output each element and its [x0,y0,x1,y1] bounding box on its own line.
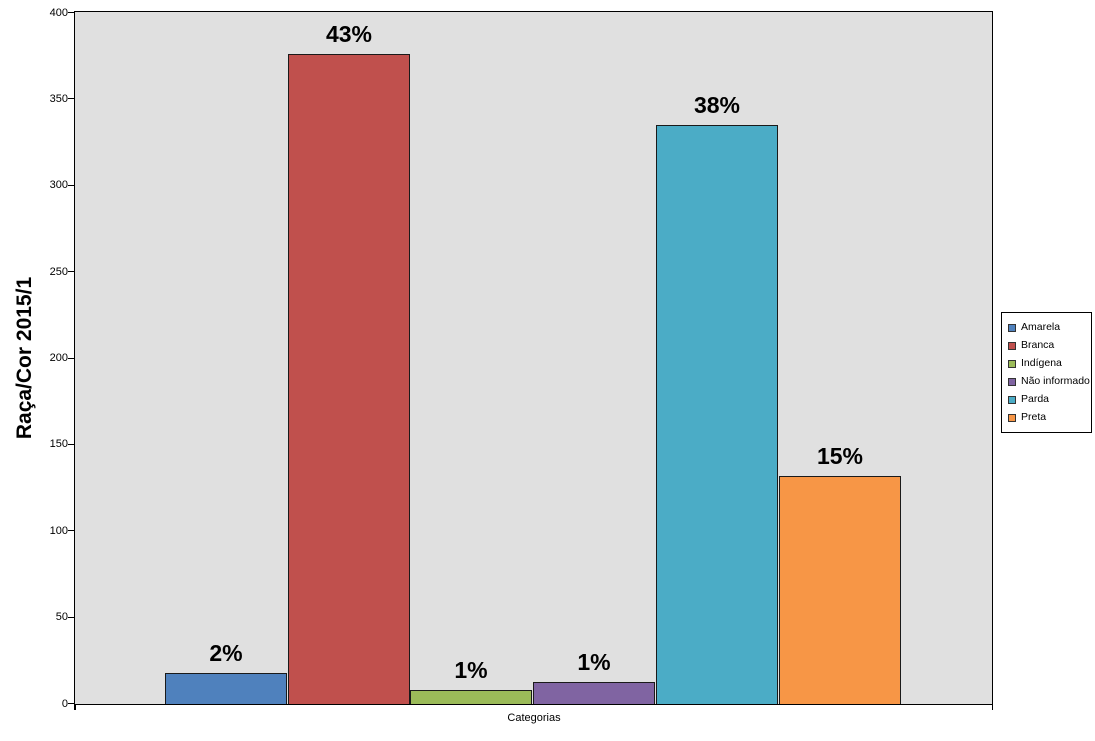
y-tick-label: 350 [49,92,68,105]
legend-label: Preta [1021,411,1047,423]
x-tick-mark [74,705,76,710]
bar-não-informado [533,682,655,704]
y-tick-mark [68,12,74,13]
y-tick-mark [68,98,74,100]
y-tick-label: 300 [49,179,68,192]
y-tick-label: 100 [49,524,68,537]
y-tick-mark [68,184,74,186]
bar-preta [779,476,901,704]
legend-swatch-icon [1008,323,1016,332]
legend-swatch-icon [1008,341,1016,350]
bar-branca [288,54,410,704]
bar-amarela [165,673,287,704]
legend-label: Branca [1021,339,1055,351]
legend-item-amarela: Amarela [1008,321,1091,334]
legend-label: Não informado [1021,375,1090,387]
y-tick-mark [68,271,74,273]
y-tick-label: 200 [49,352,68,364]
y-tick-mark [68,443,74,445]
y-tick-label: 150 [49,438,68,451]
legend-item-preta: Preta [1008,411,1091,424]
legend-item-branca: Branca [1008,339,1091,352]
legend-swatch-icon [1008,377,1016,386]
legend-item-parda: Parda [1008,393,1091,406]
y-tick-mark [68,616,74,618]
bar-indígena [410,690,532,704]
legend-swatch-icon [1008,395,1016,404]
y-tick-label: 250 [49,265,68,278]
bar-data-label: 1% [454,657,488,683]
legend-swatch-icon [1008,359,1016,368]
legend-label: Parda [1021,393,1050,405]
legend-swatch-icon [1008,413,1016,422]
y-tick-label: 400 [49,6,68,19]
legend-item-não-informado: Não informado [1008,375,1091,388]
legend: Amarela Branca Indígena Não informado Parda P… [1001,312,1092,433]
y-tick-label: 50 [55,611,68,624]
bar-data-label: 1% [577,649,611,675]
bar-data-label: 38% [693,92,741,118]
y-tick-label: 0 [61,697,68,710]
bar-data-label: 2% [209,640,243,666]
legend-label: Indígena [1021,357,1062,369]
bar-parda [656,125,778,704]
bar-data-label: 43% [325,21,373,47]
y-tick-mark [68,703,74,704]
y-tick-mark [68,357,74,359]
y-tick-mark [68,530,74,532]
legend-label: Amarela [1021,321,1061,333]
x-tick-mark [991,705,993,710]
legend-item-indígena: Indígena [1008,357,1091,370]
x-axis-title: Categorias [507,712,561,724]
bar-data-label: 15% [816,443,864,469]
plot-area: 2% 43% 1% 1% 38% 15% [74,11,993,705]
